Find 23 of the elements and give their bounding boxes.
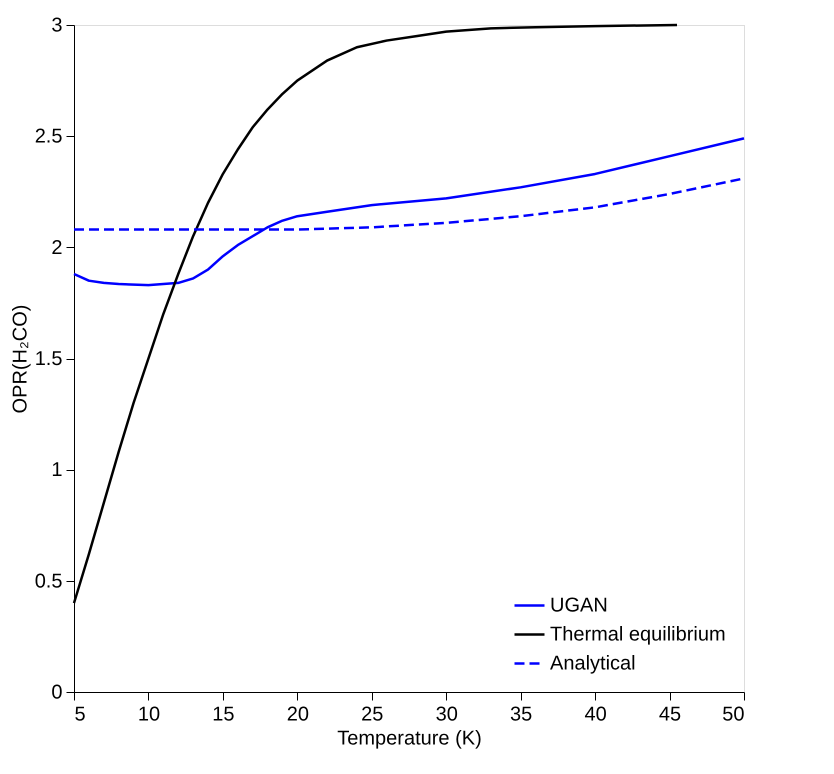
y-axis-title: OPR(H₂CO) bbox=[10, 304, 32, 414]
y-tick-label: 3 bbox=[51, 14, 62, 36]
x-tick-label: 20 bbox=[286, 704, 309, 726]
x-tick-label: 5 bbox=[74, 704, 86, 726]
y-tick-label: 0 bbox=[51, 682, 62, 704]
y-tick-label: 2.5 bbox=[34, 126, 62, 148]
x-axis-title: Temperature (K) bbox=[337, 728, 482, 750]
y-tick-label: 1.5 bbox=[34, 348, 62, 370]
y-tick-label: 1 bbox=[51, 459, 62, 482]
line-series bbox=[72, 137, 746, 286]
y-tick-label: 2 bbox=[51, 236, 62, 259]
x-tick-label: 40 bbox=[584, 704, 607, 726]
x-tick-label: 25 bbox=[361, 704, 384, 726]
x-tick-label: 30 bbox=[436, 704, 458, 726]
x-tick-label: 10 bbox=[138, 704, 160, 726]
legend-label: UGAN bbox=[550, 594, 608, 616]
x-tick-label: 15 bbox=[212, 704, 235, 726]
legend-label: Analytical bbox=[550, 652, 636, 674]
legend-label: Thermal equilibrium bbox=[550, 624, 726, 646]
x-tick-label: 45 bbox=[658, 704, 682, 726]
x-tick-label: 35 bbox=[510, 704, 532, 726]
y-tick-label: 0.5 bbox=[34, 570, 62, 592]
x-tick-label: 50 bbox=[722, 704, 744, 726]
